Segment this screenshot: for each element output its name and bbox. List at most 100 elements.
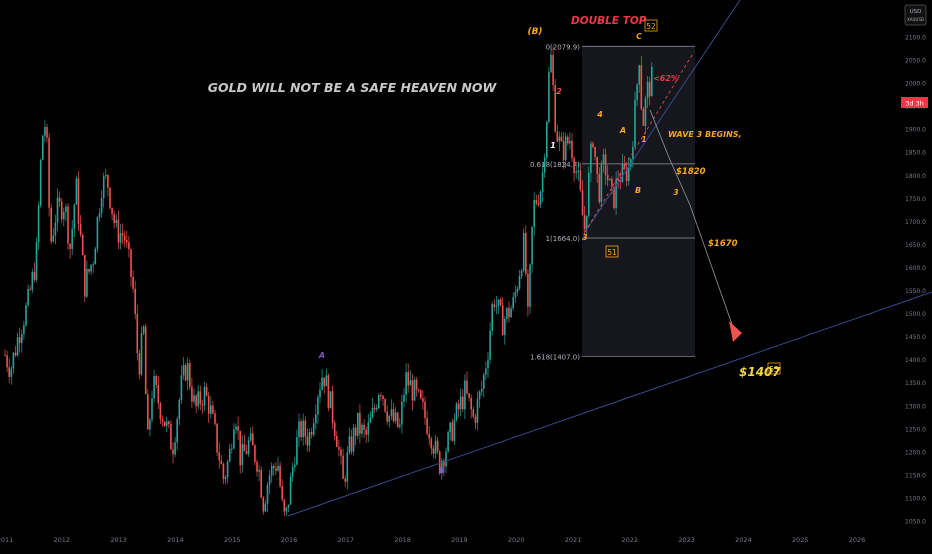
fib-level-label: 1.618(1407.0) — [530, 353, 580, 361]
candle-body — [508, 307, 510, 318]
candle-body — [266, 485, 269, 504]
candle-body — [606, 174, 609, 181]
wave-b-orange-label: B — [635, 186, 641, 195]
candle-body — [390, 409, 393, 416]
y-tick-label: 2050.0 — [905, 58, 926, 65]
time-axis[interactable]: 2011 2012 2013 2014 2015 2016 2017 2018 2019 2020… — [0, 536, 865, 544]
y-tick-label: 1850.0 — [905, 150, 926, 157]
candle-body — [287, 504, 290, 508]
candle-body — [218, 452, 220, 461]
candle-body — [201, 404, 204, 406]
candle-body — [289, 476, 292, 505]
x-tick-label: 2024 — [735, 536, 752, 544]
candle-body — [205, 386, 208, 396]
wave3-begins-label: WAVE 3 BEGINS, — [668, 130, 742, 139]
candle-body — [245, 451, 248, 454]
x-tick-label: 2011 — [0, 536, 13, 544]
candle-body — [480, 388, 483, 392]
y-tick-label: 1050.0 — [905, 519, 926, 526]
candle-body — [596, 156, 598, 174]
drawing-lines[interactable] — [287, 0, 932, 517]
forecast-path[interactable] — [649, 109, 735, 331]
candle-body — [590, 143, 592, 173]
candle-body — [6, 355, 8, 368]
current-price-marker[interactable]: 3d 3h — [901, 97, 928, 108]
price-axis[interactable]: 1050.0 1100.0 1150.0 1200.0 1250.0 1300.0 1350… — [905, 35, 926, 526]
y-tick-label: 1300.0 — [905, 403, 926, 410]
marker-51: 51 — [605, 245, 619, 258]
candle-body — [298, 421, 300, 438]
candle-body — [443, 460, 445, 467]
candle-body — [543, 157, 546, 173]
candle-body — [562, 141, 565, 161]
x-tick-label: 2021 — [565, 536, 582, 544]
wave-3b-label: 3 — [673, 188, 678, 197]
candle-body — [432, 448, 435, 454]
candle-body — [291, 466, 294, 477]
wave-1a-label: 1 — [550, 141, 556, 150]
candle-body — [75, 178, 78, 205]
x-tick-label: 2014 — [167, 536, 184, 544]
candle-body — [405, 372, 407, 395]
candle-body — [409, 380, 412, 386]
candles[interactable] — [4, 45, 653, 517]
candle-body — [155, 376, 157, 386]
candle-body — [445, 451, 447, 467]
candle-body — [613, 186, 615, 208]
candle-body — [382, 395, 384, 399]
wave-a-blue-label: A — [318, 351, 325, 360]
candle-body — [348, 436, 351, 453]
x-tick-label: 2016 — [281, 536, 298, 544]
candle-body — [352, 427, 355, 452]
candle-body — [327, 375, 330, 409]
candle-body — [73, 204, 76, 229]
y-tick-label: 1600.0 — [905, 265, 926, 272]
candle-body — [615, 179, 617, 208]
candle-body — [197, 391, 199, 407]
candle-body — [527, 273, 529, 307]
candle-body — [113, 214, 115, 223]
candle-body — [485, 368, 487, 375]
y-tick-label: 1750.0 — [905, 196, 926, 203]
candle-body — [31, 272, 34, 290]
candle-body — [186, 363, 189, 381]
candle-body — [365, 429, 367, 435]
candle-body — [109, 187, 111, 208]
candle-body — [132, 276, 134, 289]
candle-body — [550, 54, 552, 73]
currency-badge[interactable]: USD XAUUSD — [904, 4, 927, 26]
candle-body — [430, 438, 433, 449]
candle-body — [119, 233, 122, 243]
candle-body — [136, 314, 139, 354]
x-tick-label: 2015 — [224, 536, 241, 544]
x-tick-label: 2020 — [508, 536, 525, 544]
candle-body — [23, 325, 25, 335]
candle-body — [468, 393, 470, 398]
wave-b-paren-label: (B) — [527, 27, 542, 37]
candle-body — [476, 399, 479, 423]
candle-body — [493, 304, 496, 307]
candle-body — [459, 396, 462, 410]
candle-body — [44, 127, 46, 136]
candle-body — [522, 232, 525, 271]
candle-body — [79, 223, 82, 235]
candle-body — [537, 203, 540, 205]
candle-body — [126, 240, 128, 243]
marker-51-label: 51 — [607, 248, 617, 257]
marker-52: 52 — [644, 19, 658, 32]
candle-body — [388, 415, 391, 422]
candle-body — [489, 330, 491, 360]
channel-trendline[interactable] — [584, 0, 741, 233]
candle-body — [203, 386, 206, 406]
candle-body — [264, 503, 267, 512]
candle-body — [491, 304, 493, 331]
support-trendline[interactable] — [287, 291, 932, 517]
candle-body — [39, 159, 42, 206]
wave-4-label: 4 — [596, 110, 603, 119]
candle-body — [275, 468, 277, 471]
candle-body — [411, 380, 414, 401]
candle-body — [96, 217, 99, 249]
candle-body — [180, 375, 183, 401]
x-tick-label: 2022 — [622, 536, 639, 544]
